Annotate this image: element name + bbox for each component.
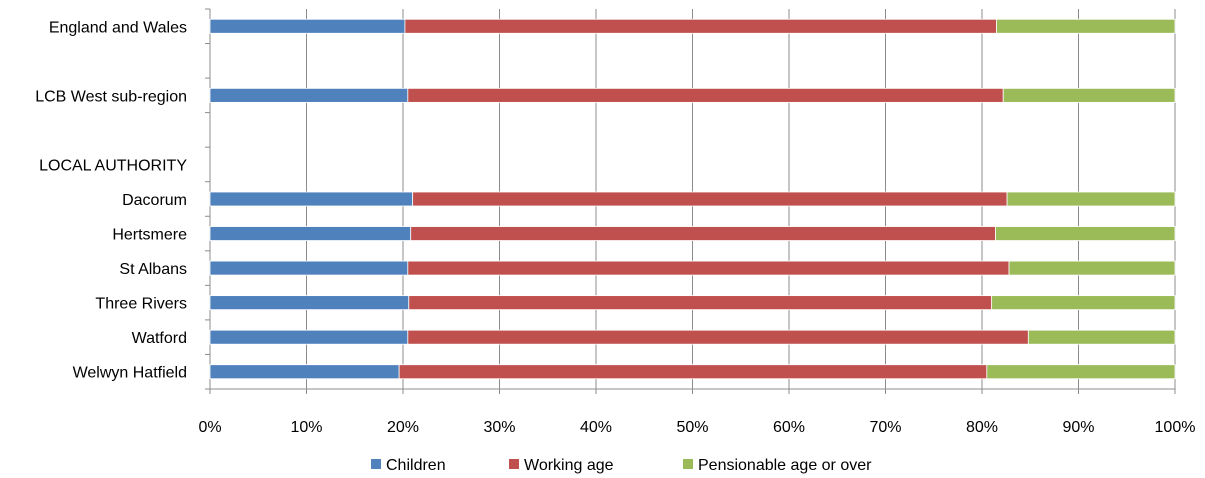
- bar-children-10: [209, 364, 400, 380]
- category-label: Hertsmere: [112, 227, 187, 244]
- category-label: Three Rivers: [95, 296, 187, 313]
- x-tick-label: 50%: [676, 419, 708, 436]
- bar-children-9: [209, 329, 409, 345]
- bar-children-5: [209, 191, 414, 207]
- bars: [209, 18, 1176, 380]
- x-tick-labels: 0% 10% 20% 30% 40% 50% 60% 70% 80% 90% 100%: [198, 419, 1195, 436]
- bar-pensionable-age-or-over-2: [1002, 87, 1176, 103]
- bar-working-age-9: [407, 329, 1029, 345]
- category-labels: England and Wales LCB West sub-region LOCA…: [35, 19, 187, 381]
- bar-children-8: [209, 295, 410, 311]
- x-tick-label: 100%: [1155, 419, 1196, 436]
- bar-pensionable-age-or-over-5: [1006, 191, 1176, 207]
- x-tick-label: 10%: [290, 419, 322, 436]
- bar-pensionable-age-or-over-0: [996, 18, 1176, 34]
- bar-working-age-10: [398, 364, 988, 380]
- x-tick-label: 20%: [387, 419, 419, 436]
- category-label: LCB West sub-region: [35, 88, 187, 105]
- x-tick-label: 0%: [198, 419, 221, 436]
- category-label: Welwyn Hatfield: [73, 365, 187, 382]
- bar-pensionable-age-or-over-6: [995, 226, 1176, 241]
- bar-pensionable-age-or-over-10: [986, 364, 1176, 380]
- legend-label: Pensionable age or over: [698, 457, 872, 474]
- category-label: LOCAL AUTHORITY: [39, 157, 187, 174]
- x-tick-label: 90%: [1062, 419, 1094, 436]
- legend-label: Children: [386, 457, 446, 474]
- bar-pensionable-age-or-over-8: [991, 295, 1176, 311]
- x-tick-label: 80%: [966, 419, 998, 436]
- legend-swatch: [683, 459, 693, 469]
- bar-pensionable-age-or-over-7: [1008, 260, 1176, 276]
- bar-working-age-6: [410, 226, 996, 241]
- x-tick-label: 70%: [869, 419, 901, 436]
- bar-working-age-7: [407, 260, 1010, 276]
- legend-label: Working age: [524, 457, 614, 474]
- category-label: England and Wales: [49, 19, 187, 36]
- bar-working-age-5: [412, 191, 1008, 207]
- x-tick-label: 40%: [580, 419, 612, 436]
- bar-children-7: [209, 260, 409, 276]
- bar-children-2: [209, 87, 409, 103]
- bar-children-6: [209, 226, 412, 241]
- bar-working-age-0: [404, 18, 997, 34]
- bar-working-age-8: [408, 295, 993, 311]
- legend: Children Working age Pensionable age or ov…: [371, 457, 872, 474]
- x-tick-label: 30%: [483, 419, 515, 436]
- category-label: Dacorum: [122, 192, 187, 209]
- x-tick-label: 60%: [773, 419, 805, 436]
- bar-pensionable-age-or-over-9: [1027, 329, 1176, 345]
- legend-swatch: [509, 459, 519, 469]
- bar-working-age-2: [407, 87, 1004, 103]
- category-label: Watford: [132, 330, 187, 347]
- category-label: St Albans: [119, 261, 187, 278]
- legend-swatch: [371, 459, 381, 469]
- bar-children-0: [209, 18, 406, 34]
